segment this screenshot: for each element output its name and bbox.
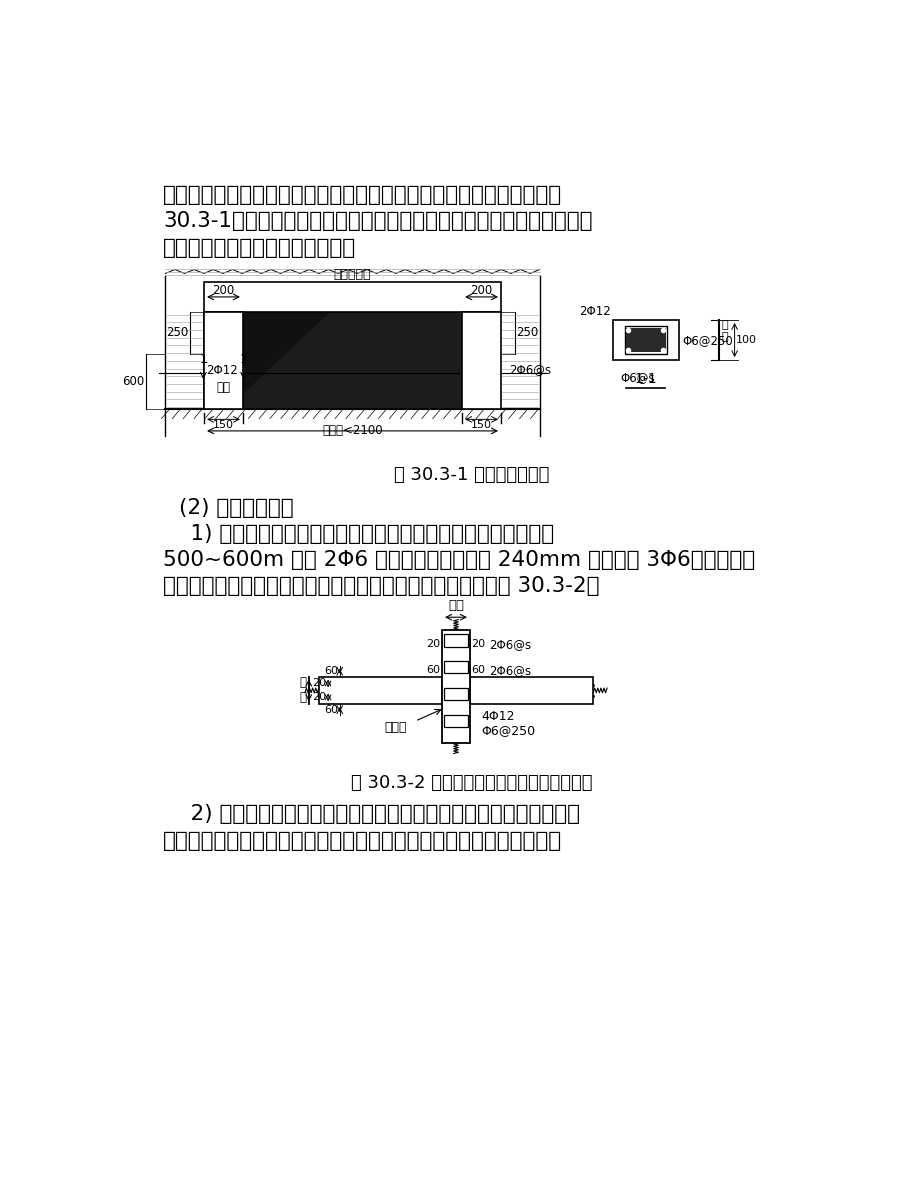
Text: 200: 200	[212, 285, 234, 298]
Text: 600: 600	[122, 375, 144, 388]
Text: 60: 60	[471, 666, 485, 675]
Text: 100: 100	[735, 335, 756, 345]
Bar	[444, 661, 467, 673]
Bar	[444, 688, 467, 700]
Text: 150: 150	[213, 420, 233, 430]
Polygon shape	[243, 312, 330, 394]
Bar	[626, 328, 665, 353]
Text: 200: 200	[470, 285, 493, 298]
Bar	[243, 312, 461, 410]
Text: 门洞宽<2100: 门洞宽<2100	[322, 424, 382, 437]
Text: Φ6@250: Φ6@250	[682, 333, 732, 347]
Text: 2Φ6@s: 2Φ6@s	[508, 363, 550, 376]
Text: 60: 60	[426, 666, 440, 675]
Bar	[319, 676, 441, 704]
Text: Φ6@s: Φ6@s	[620, 370, 654, 384]
Bar	[204, 282, 501, 312]
Text: 20: 20	[312, 679, 326, 688]
Text: 马牙槎: 马牙槎	[384, 722, 406, 734]
Text: 抱框: 抱框	[216, 381, 231, 394]
Bar	[612, 320, 678, 360]
Bar	[444, 715, 467, 728]
Bar	[206, 313, 241, 407]
Text: 图 30.3-2 十字交叉处的构造柱拉结做法示意: 图 30.3-2 十字交叉处的构造柱拉结做法示意	[350, 773, 592, 792]
Text: 150: 150	[471, 420, 492, 430]
Text: 500~600m 设置 2Φ6 拉结筋（当墙厚大于 240mm 时纵筋为 3Φ6），拉结筋: 500~600m 设置 2Φ6 拉结筋（当墙厚大于 240mm 时纵筋为 3Φ6…	[163, 550, 754, 570]
Text: 4Φ12: 4Φ12	[481, 710, 515, 723]
Text: 20: 20	[471, 640, 485, 649]
Text: 2Φ12: 2Φ12	[206, 364, 237, 378]
Text: Φ6@250: Φ6@250	[481, 724, 535, 737]
Text: 沿墙全长贯通设置。砼结构预留拉结筋十字交叉处的做法见图 30.3-2。: 沿墙全长贯通设置。砼结构预留拉结筋十字交叉处的做法见图 30.3-2。	[163, 576, 599, 597]
Text: 1: 1	[239, 354, 247, 366]
Text: 60: 60	[323, 666, 338, 676]
Bar	[624, 326, 666, 354]
Text: 60: 60	[323, 705, 338, 715]
Bar	[444, 634, 467, 647]
Text: 1-1: 1-1	[634, 373, 656, 386]
Bar	[470, 676, 593, 704]
Text: 墙
厚: 墙 厚	[299, 676, 306, 704]
Text: 20: 20	[425, 640, 440, 649]
Text: 20: 20	[312, 692, 326, 703]
Text: 墙厚: 墙厚	[448, 599, 463, 612]
Text: 墙
厚: 墙 厚	[720, 320, 727, 342]
Text: 2Φ12: 2Φ12	[578, 305, 610, 318]
Text: 平系梁时，窗洞口抱框纵筋锚入水平系梁内。抱框的具体构造做法见图: 平系梁时，窗洞口抱框纵筋锚入水平系梁内。抱框的具体构造做法见图	[163, 186, 562, 205]
Text: 1: 1	[199, 354, 208, 366]
Text: 2Φ6@s: 2Φ6@s	[489, 663, 531, 676]
Bar	[461, 312, 501, 410]
Text: 2Φ6@s: 2Φ6@s	[489, 637, 531, 650]
Text: 2) 混凝土构件的拉结采用预埋件方式时，拉结筋与预埋件采用焊接: 2) 混凝土构件的拉结采用预埋件方式时，拉结筋与预埋件采用焊接	[163, 804, 579, 824]
Text: 柱结合设置时，可用构造柱替代。: 柱结合设置时，可用构造柱替代。	[163, 238, 356, 257]
Text: 连接。如施工中采用后植筋方式时，应满足《混凝土结构后锚固技术规: 连接。如施工中采用后植筋方式时，应满足《混凝土结构后锚固技术规	[163, 830, 562, 850]
Text: 图 30.3-1 抱框的构造做法: 图 30.3-1 抱框的构造做法	[393, 466, 549, 484]
Text: 250: 250	[516, 326, 539, 339]
Text: 门洞口过梁: 门洞口过梁	[334, 268, 371, 281]
Bar	[204, 312, 243, 410]
Text: 30.3-1，与墙体的拉接、马牙槎等施工做法同构造柱要求。抱框与构造: 30.3-1，与墙体的拉接、马牙槎等施工做法同构造柱要求。抱框与构造	[163, 212, 592, 231]
Bar	[441, 630, 470, 743]
Text: 1) 砌体填充墙应沿框架柱、钢筋混凝土墙以及构造柱全高每隔: 1) 砌体填充墙应沿框架柱、钢筋混凝土墙以及构造柱全高每隔	[163, 524, 553, 544]
Text: (2) 拉结构造要求: (2) 拉结构造要求	[178, 498, 293, 518]
Text: 250: 250	[166, 326, 188, 339]
Bar	[204, 312, 243, 410]
